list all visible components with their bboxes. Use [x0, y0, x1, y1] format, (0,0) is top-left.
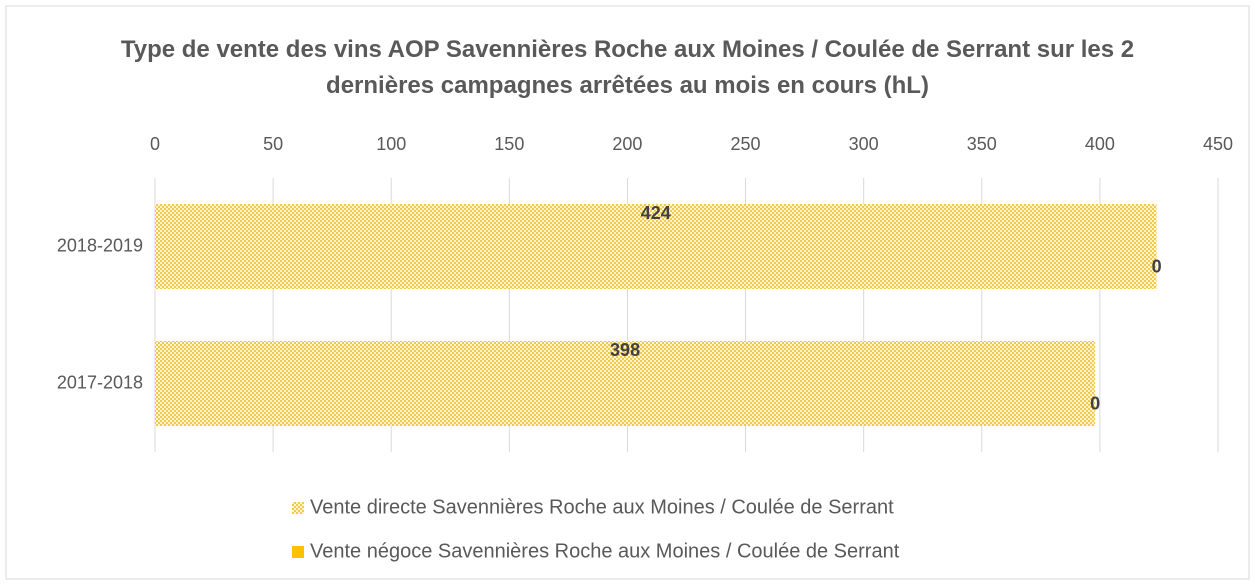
legend-swatch: [292, 546, 304, 558]
x-tick-label: 150: [494, 134, 524, 154]
data-label: 0: [1152, 256, 1162, 276]
x-tick-label: 350: [967, 134, 997, 154]
legend-label: Vente directe Savennières Roche aux Moin…: [310, 496, 894, 518]
x-tick-label: 250: [731, 134, 761, 154]
x-tick-label: 50: [263, 134, 283, 154]
frame: [5, 5, 1250, 580]
chart-title: Type de vente des vins AOP Savennières R…: [120, 36, 1135, 99]
y-tick-label: 2017-2018: [57, 372, 143, 392]
x-tick-label: 450: [1203, 134, 1233, 154]
bar: [155, 341, 1096, 426]
legend-swatch: [292, 502, 304, 514]
data-label: 0: [1090, 393, 1100, 413]
x-tick-label: 200: [612, 134, 642, 154]
data-label: 398: [610, 340, 640, 360]
legend-label: Vente négoce Savennières Roche aux Moine…: [310, 540, 900, 562]
x-tick-label: 300: [849, 134, 879, 154]
bar: [155, 204, 1157, 289]
data-label: 424: [641, 203, 671, 223]
y-tick-label: 2018-2019: [57, 235, 143, 255]
x-tick-label: 100: [376, 134, 406, 154]
x-tick-label: 400: [1085, 134, 1115, 154]
x-tick-label: 0: [150, 134, 160, 154]
